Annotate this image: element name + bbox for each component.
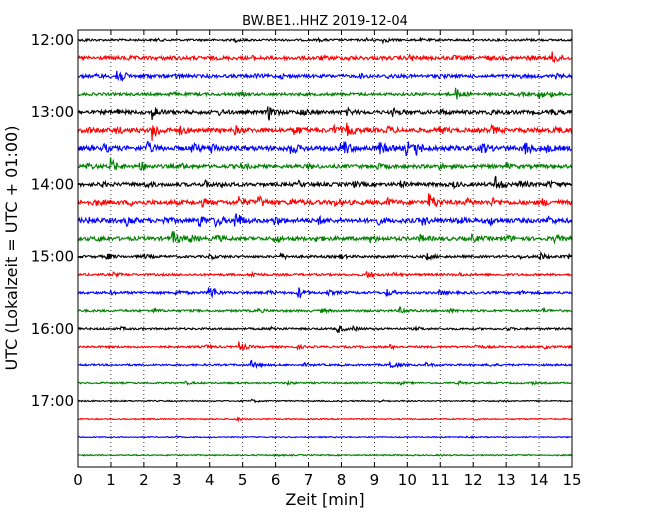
x-tick-label: 11: [431, 471, 450, 489]
x-tick-label: 1: [106, 471, 116, 489]
seismogram-trace: [77, 250, 573, 262]
x-tick-label: 4: [205, 471, 215, 489]
x-tick-label: 14: [530, 471, 549, 489]
seismogram-trace: [78, 51, 573, 63]
plot-frame: [77, 29, 573, 468]
chart-title: BW.BE1..HHZ 2019-12-04: [242, 14, 408, 29]
x-tick-label: 15: [562, 471, 581, 489]
seismogram-trace: [77, 287, 573, 299]
seismogram-trace: [78, 306, 572, 315]
seismogram-trace: [77, 106, 573, 121]
x-tick-label: 12: [464, 471, 483, 489]
seismogram-trace: [77, 435, 573, 439]
tick-marks: [77, 30, 573, 467]
seismogram-trace: [77, 140, 573, 157]
seismogram-trace: [77, 359, 573, 370]
seismogram-trace: [77, 416, 573, 423]
seismogram-trace: [77, 70, 573, 82]
x-tick-label: 13: [497, 471, 516, 489]
y-tick-label: 14:00: [31, 175, 74, 193]
seismogram-trace: [77, 453, 573, 458]
x-tick-label: 10: [398, 471, 417, 489]
y-axis-label: UTC (Lokalzeit = UTC + 01:00): [2, 126, 21, 371]
seismogram-trace: [77, 379, 573, 387]
y-tick-label: 17:00: [31, 392, 74, 410]
y-tick-label: 13:00: [31, 103, 74, 121]
x-tick-label: 7: [304, 471, 314, 489]
seismogram-trace: [77, 175, 573, 190]
seismogram-trace: [77, 122, 573, 141]
y-tick-label: 15:00: [31, 248, 74, 266]
seismogram-trace: [77, 213, 573, 229]
y-tick-label: 12:00: [31, 31, 74, 49]
seismogram-trace: [77, 324, 573, 334]
seismogram-trace: [77, 270, 573, 279]
trace-group: [77, 36, 573, 458]
seismogram-trace: [77, 341, 573, 351]
x-tick-label: 6: [271, 471, 281, 489]
seismogram-trace: [77, 398, 573, 404]
x-tick-label: 5: [238, 471, 248, 489]
seismogram-trace: [77, 87, 573, 100]
seismogram-trace: [77, 36, 572, 45]
x-tick-label: 9: [370, 471, 380, 489]
x-tick-label: 0: [73, 471, 83, 489]
y-tick-label: 16:00: [31, 320, 74, 338]
seismogram-trace: [77, 193, 573, 208]
x-tick-label: 2: [139, 471, 149, 489]
seismogram-trace: [77, 157, 572, 171]
x-tick-label: 3: [172, 471, 182, 489]
seismogram-trace: [77, 231, 573, 245]
grid-lines: [110, 30, 540, 467]
x-tick-label: 8: [337, 471, 347, 489]
x-axis-label: Zeit [min]: [285, 490, 364, 509]
